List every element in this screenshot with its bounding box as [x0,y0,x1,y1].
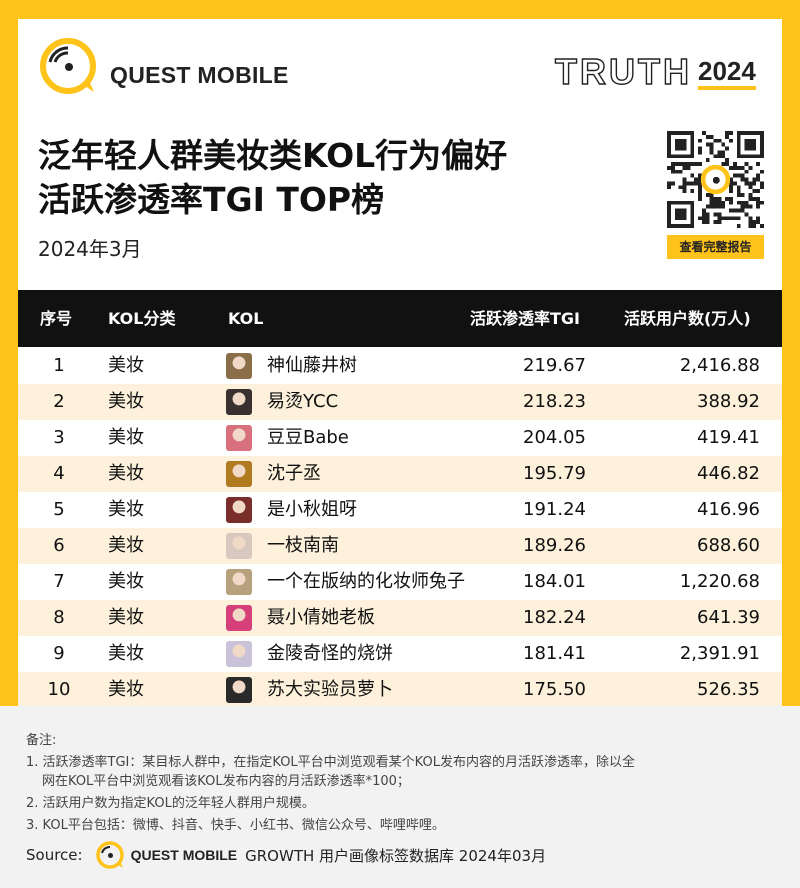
cell-kol: 沈子丞 [267,463,321,484]
cell-kol: 神仙藤井树 [267,355,357,376]
cell-rank: 3 [53,427,65,448]
cell-tgi: 184.01 [523,571,586,592]
cell-users: 2,416.88 [679,355,760,376]
cell-kol: 易烫YCC [267,391,339,412]
note-1-cont: 网在KOL平台中浏览观看该KOL发布内容的月活跃渗透率*100； [42,774,410,789]
kol-avatar [226,389,252,415]
title-line-1: 泛年轻人群美妆类KOL行为偏好 [38,136,508,175]
truth-2024-badge: TRUTH 2024 [554,50,756,92]
title-line-2: 活跃渗透率TGI TOP榜 [38,180,385,219]
cell-tgi: 195.79 [523,463,586,484]
kol-avatar [226,569,252,595]
kol-avatar [226,605,252,631]
cell-category: 美妆 [108,391,144,412]
truth-word: TRUTH [554,51,692,92]
cell-rank: 8 [53,607,65,628]
cell-tgi: 181.41 [523,643,586,664]
cell-category: 美妆 [108,679,144,700]
cell-tgi: 191.24 [523,499,586,520]
cell-users: 1,220.68 [679,571,760,592]
brand-name: QUEST MOBILE [110,62,289,88]
cell-category: 美妆 [108,571,144,592]
source-text: GROWTH 用户画像标签数据库 2024年03月 [245,846,547,865]
kol-avatar [226,677,252,703]
cell-rank: 1 [53,355,65,376]
page-title: 泛年轻人群美妆类KOL行为偏好 活跃渗透率TGI TOP榜 [38,134,507,222]
cell-rank: 10 [47,679,71,700]
cell-category: 美妆 [108,355,144,376]
cell-kol: 金陵奇怪的烧饼 [267,643,393,664]
header-kol: KOL [228,309,264,328]
cell-users: 388.92 [697,391,760,412]
note-3: 3. KOL平台包括：微博、抖音、快手、小红书、微信公众号、哔哩哔哩。 [26,818,445,833]
header-users: 活跃用户数(万人) [624,309,751,328]
table-row: 2 美妆 易烫YCC 218.23 388.92 [18,384,782,420]
cell-kol: 一枝南南 [267,535,339,556]
cell-rank: 5 [53,499,65,520]
cell-kol: 聂小倩她老板 [267,607,375,628]
truth-year: 2024 [697,56,756,90]
table-header: 序号 KOL分类 KOL 活跃渗透率TGI 活跃用户数(万人) [18,290,782,347]
cell-users: 526.35 [697,679,760,700]
cell-rank: 4 [53,463,65,484]
table-row: 8 美妆 聂小倩她老板 182.24 641.39 [18,600,782,636]
cell-rank: 2 [53,391,65,412]
table-row: 7 美妆 一个在版纳的化妆师兔子 184.01 1,220.68 [18,564,782,600]
header-rank: 序号 [40,309,73,328]
table-row: 5 美妆 是小秋姐呀 191.24 416.96 [18,492,782,528]
cell-tgi: 204.05 [523,427,586,448]
cell-users: 2,391.91 [679,643,760,664]
cell-tgi: 218.23 [523,391,586,412]
cell-users: 688.60 [697,535,760,556]
qr-code-icon[interactable] [667,131,764,228]
table-row: 1 美妆 神仙藤井树 219.67 2,416.88 [18,348,782,384]
cell-users: 419.41 [697,427,760,448]
kol-avatar [226,533,252,559]
source-label: Source: [26,846,83,864]
table-row: 6 美妆 一枝南南 189.26 688.60 [18,528,782,564]
cell-tgi: 189.26 [523,535,586,556]
kol-avatar [226,641,252,667]
cell-rank: 9 [53,643,65,664]
notes-panel: 备注: 1. 活跃渗透率TGI：某目标人群中，在指定KOL平台中浏览观看某个KO… [0,706,800,888]
cell-tgi: 175.50 [523,679,586,700]
source-brand: QUEST MOBILE [130,847,238,863]
cell-kol: 一个在版纳的化妆师兔子 [267,571,465,592]
kol-avatar [226,353,252,379]
table-row: 10 美妆 苏大实验员萝卜 175.50 526.35 [18,672,782,708]
report-date: 2024年3月 [38,237,142,261]
view-full-report-button[interactable]: 查看完整报告 [667,235,764,259]
kol-avatar [226,497,252,523]
cell-category: 美妆 [108,535,144,556]
cell-category: 美妆 [108,463,144,484]
questmobile-mini-logo-icon [95,841,124,869]
source-line: Source: QUEST MOBILE GROWTH 用户画像标签数据库 20… [26,841,547,869]
note-2: 2. 活跃用户数为指定KOL的泛年轻人群用户规模。 [26,796,315,811]
header-tgi: 活跃渗透率TGI [470,309,581,328]
note-1: 1. 活跃渗透率TGI：某目标人群中，在指定KOL平台中浏览观看某个KOL发布内… [26,755,635,770]
cell-tgi: 182.24 [523,607,586,628]
table-row: 9 美妆 金陵奇怪的烧饼 181.41 2,391.91 [18,636,782,672]
cell-users: 446.82 [697,463,760,484]
content-card [18,19,782,706]
notes-heading: 备注: [26,733,57,748]
cell-category: 美妆 [108,427,144,448]
table-row: 3 美妆 豆豆Babe 204.05 419.41 [18,420,782,456]
table-row: 4 美妆 沈子丞 195.79 446.82 [18,456,782,492]
cell-users: 416.96 [697,499,760,520]
questmobile-logo-icon [40,38,96,94]
cell-kol: 豆豆Babe [267,427,349,448]
kol-avatar [226,425,252,451]
cell-category: 美妆 [108,643,144,664]
cell-users: 641.39 [697,607,760,628]
header-category: KOL分类 [108,309,176,328]
cell-tgi: 219.67 [523,355,586,376]
kol-avatar [226,461,252,487]
cell-rank: 6 [53,535,65,556]
cell-category: 美妆 [108,607,144,628]
cell-kol: 苏大实验员萝卜 [267,679,393,700]
cell-kol: 是小秋姐呀 [267,499,357,520]
cell-rank: 7 [53,571,65,592]
cell-category: 美妆 [108,499,144,520]
